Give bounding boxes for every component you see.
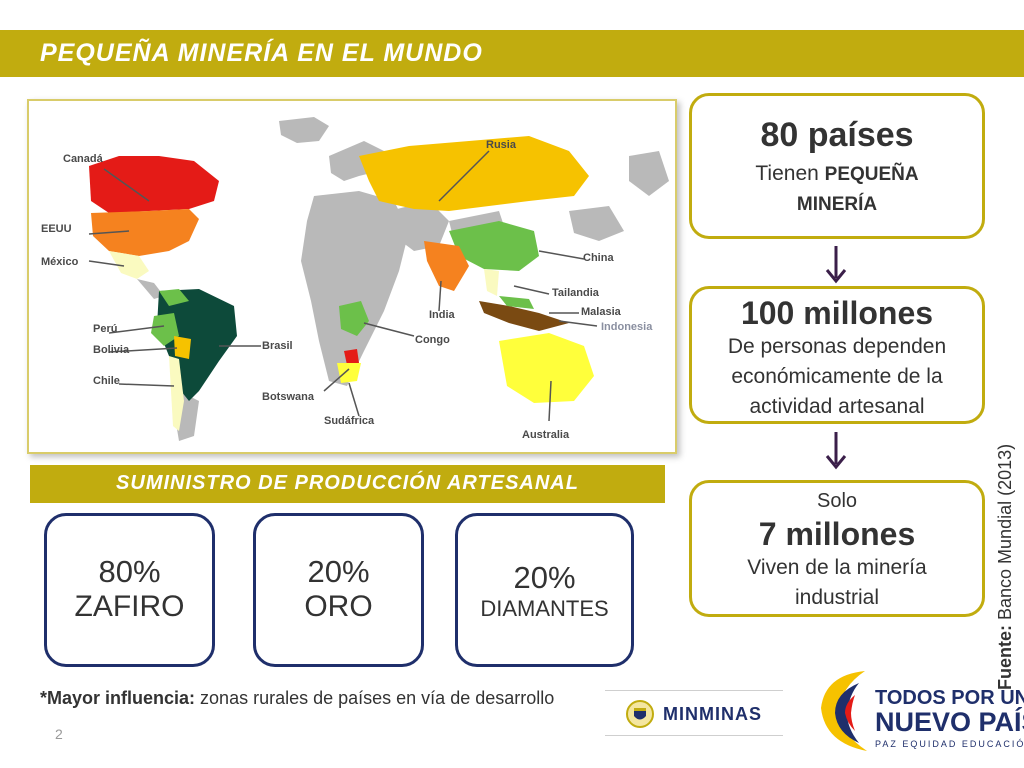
info-big-number: 80 países [760, 116, 914, 154]
map-label-botswana: Botswana [262, 391, 314, 403]
map-label-malasia: Malasia [581, 306, 621, 318]
stat-percent: 20% [307, 554, 370, 589]
info-big-number: 100 millones [740, 295, 934, 331]
country-sudafrica [337, 363, 361, 383]
map-label-rusia: Rusia [486, 139, 516, 151]
section-bar: SUMINISTRO DE PRODUCCIÓN ARTESANAL [30, 465, 665, 503]
arrow-down-icon [825, 432, 847, 470]
footnote-text: zonas rurales de países en vía de desarr… [200, 688, 555, 708]
country-china [449, 221, 539, 271]
country-australia [499, 333, 594, 403]
map-label-peru: Perú [93, 323, 118, 335]
logo-line-3: PAZ EQUIDAD EDUCACIÓN [875, 739, 1024, 749]
map-label-china: China [583, 252, 614, 264]
country-congo [339, 301, 369, 336]
map-pointer-lines [88, 150, 598, 422]
info-text-line: Viven de la minería [747, 556, 927, 579]
map-label-australia: Australia [522, 429, 570, 441]
info-box-cien-millones: 100 millones De personas dependen económ… [689, 286, 985, 424]
world-map-svg [88, 117, 669, 441]
info-text-line: económicamente de la [731, 365, 943, 388]
footnote-bold: *Mayor influencia: [40, 688, 196, 708]
stat-percent: 20% [513, 560, 576, 595]
country-peru [151, 313, 179, 346]
info-text-bold: PEQUEÑA [824, 164, 919, 185]
page-number: 2 [55, 726, 63, 742]
todos-por-un-nuevo-pais-logo: TODOS POR UN NUEVO PAÍS PAZ EQUIDAD EDUC… [815, 663, 1024, 763]
stat-percent: 80% [98, 554, 161, 589]
map-label-indonesia: Indonesia [601, 321, 653, 333]
stat-box-oro: 20% ORO [253, 513, 424, 667]
stat-name: ZAFIRO [74, 590, 185, 623]
map-label-chile: Chile [93, 375, 120, 387]
country-mexico [109, 251, 149, 279]
info-big-number: 7 millones [758, 516, 916, 552]
map-label-tailandia: Tailandia [552, 287, 599, 299]
country-bolivia [174, 336, 191, 359]
info-text-prefix: Tienen [755, 162, 819, 185]
minminas-logo: MINMINAS [605, 690, 783, 736]
map-label-congo: Congo [415, 334, 450, 346]
map-label-mexico: México [41, 256, 79, 268]
map-central-america [137, 279, 164, 299]
info-box-paises: 80 países Tienen PEQUEÑA MINERÍA [689, 93, 985, 239]
stat-name: ORO [304, 590, 373, 623]
arrow-down-icon [825, 246, 847, 284]
country-rusia [359, 136, 589, 211]
logo-line-1: TODOS POR UN [875, 687, 1024, 709]
country-indonesia [479, 301, 569, 331]
colombia-coat-of-arms-icon [626, 700, 654, 728]
country-tailandia [484, 269, 499, 296]
country-eeuu [91, 209, 199, 256]
info-text-line: De personas dependen [727, 335, 947, 358]
stat-box-diamantes: 20% DIAMANTES [455, 513, 634, 667]
info-text-line: actividad artesanal [749, 395, 925, 418]
info-box-siete-millones: Solo 7 millones Viven de la minería indu… [689, 480, 985, 617]
source-citation: Fuente: Banco Mundial (2013) [995, 400, 1016, 690]
map-label-brasil: Brasil [262, 340, 293, 352]
country-botswana [344, 349, 359, 365]
info-text-pre: Solo [816, 490, 858, 512]
country-canada [89, 156, 219, 213]
country-malasia [499, 296, 534, 309]
footnote: *Mayor influencia: zonas rurales de país… [40, 688, 554, 709]
tricolor-swoosh-icon [821, 671, 867, 751]
minminas-text: MINMINAS [663, 704, 762, 724]
source-text: Banco Mundial (2013) [995, 443, 1015, 620]
info-text-bold-line: MINERÍA [796, 194, 878, 215]
country-chile [169, 356, 184, 431]
map-label-india: India [429, 309, 455, 321]
world-map: Canadá EEUU México Perú Bolivia Chile Br… [27, 99, 677, 454]
stat-name: DIAMANTES [480, 596, 609, 621]
logo-line-2: NUEVO PAÍS [875, 707, 1024, 737]
map-label-eeuu: EEUU [41, 223, 72, 235]
title-bar: PEQUEÑA MINERÍA EN EL MUNDO [0, 30, 1024, 77]
map-label-sudafrica: Sudáfrica [324, 415, 375, 427]
map-label-bolivia: Bolivia [93, 344, 130, 356]
country-colombia [159, 289, 189, 306]
info-text: Tienen PEQUEÑA [692, 159, 982, 190]
page-title: PEQUEÑA MINERÍA EN EL MUNDO [40, 39, 483, 67]
info-text-line: industrial [794, 586, 880, 609]
country-india [424, 241, 469, 291]
section-title: SUMINISTRO DE PRODUCCIÓN ARTESANAL [116, 472, 579, 494]
stat-box-zafiro: 80% ZAFIRO [44, 513, 215, 667]
map-label-canada: Canadá [63, 153, 103, 165]
